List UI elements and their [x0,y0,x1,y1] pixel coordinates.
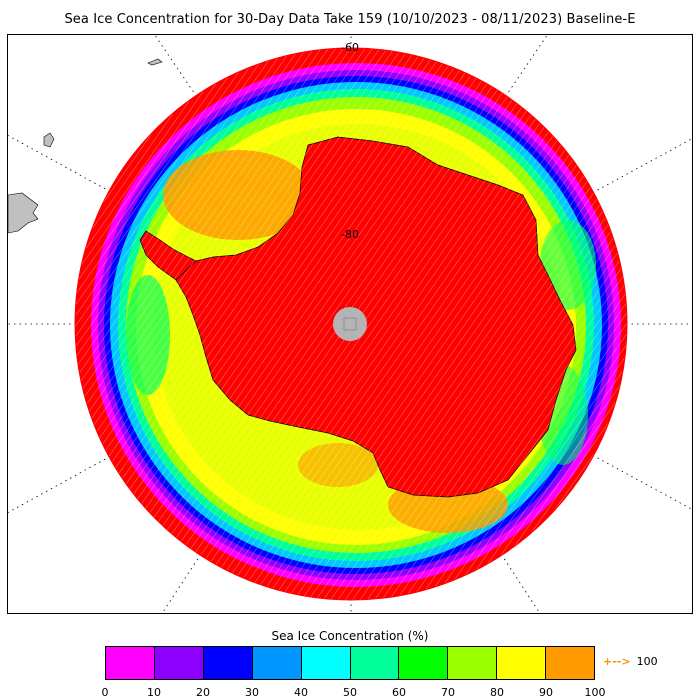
colorbar-segment-10-20 [154,647,204,679]
colorbar-tick-label: 70 [441,686,455,699]
sea-ice-field [75,48,627,600]
south-america-tip [8,192,39,234]
colorbar-segment-40-50 [301,647,351,679]
legend-title: Sea Ice Concentration (%) [271,629,429,643]
colorbar-segment-0-10 [106,647,155,679]
colorbar-tick-label: 100 [584,686,606,699]
south-georgia [147,58,163,66]
colorbar-tick-label: 60 [392,686,406,699]
lat-label-80: -80 [341,228,359,241]
overflow-arrow-icon: +--> [603,655,631,668]
falkland-islands [43,132,55,148]
colorbar-segment-20-30 [203,647,253,679]
colorbar-segment-50-60 [350,647,400,679]
map-title: Sea Ice Concentration for 30-Day Data Ta… [64,12,636,27]
colorbar [105,646,595,680]
polar-map-svg: -60 -80 [8,35,692,613]
colorbar-tick-label: 40 [294,686,308,699]
colorbar-tick-label: 30 [245,686,259,699]
colorbar-segment-80-90 [497,647,547,679]
colorbar-tick-label: 80 [490,686,504,699]
colorbar-tick-label: 50 [343,686,357,699]
lat-label-60: -60 [341,41,359,54]
colorbar-segment-60-70 [399,647,449,679]
pole-hole [333,307,367,341]
colorbar-tick-label: 20 [196,686,210,699]
colorbar-tick-label: 10 [147,686,161,699]
colorbar-segment-30-40 [252,647,302,679]
land-masses [8,58,163,234]
colorbar-segment-70-80 [448,647,498,679]
colorbar-segment-90-100 [546,647,595,679]
colorbar-tick-label: 90 [539,686,553,699]
polar-map: -60 -80 [7,34,693,614]
overflow-value: 100 [636,655,658,668]
colorbar-tick-label: 0 [101,686,109,699]
overflow-legend: +--> 100 [603,655,658,668]
